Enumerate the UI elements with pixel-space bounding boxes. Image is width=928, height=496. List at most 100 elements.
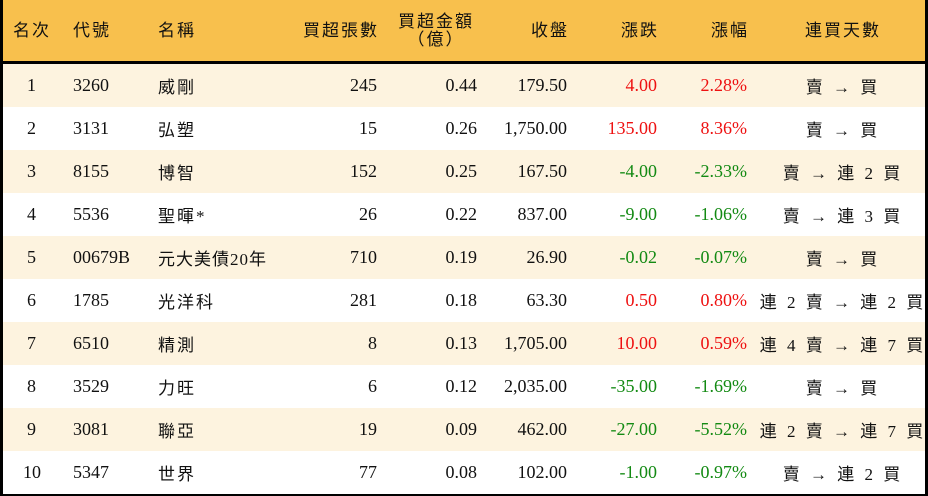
cell-streak: 連 4 賣 → 連 7 買 [759,336,927,355]
table-body: 1 3260 威剛 245 0.44 179.50 4.00 2.28% 賣 →… [3,64,925,494]
cell-streak: 賣 → 買 [805,379,881,398]
cell-amount: 0.12 [445,376,478,396]
table-row: 4 5536 聖暉* 26 0.22 837.00 -9.00 -1.06% 賣… [3,193,925,236]
cell-change-pct: -2.33% [694,161,748,181]
table-row: 5 00679B 元大美債20年 710 0.19 26.90 -0.02 -0… [3,236,925,279]
cell-name: 博智 [158,164,196,183]
cell-change-pct: -1.69% [694,376,748,396]
cell-change: -1.00 [619,462,658,482]
cell-name: 光洋科 [158,293,215,312]
header-net-buy-lots: 買超張數 [303,20,379,40]
cell-close: 179.50 [517,75,568,95]
cell-lots: 19 [359,419,377,439]
cell-rank: 7 [27,333,36,353]
cell-rank: 5 [27,247,36,267]
table-row: 3 8155 博智 152 0.25 167.50 -4.00 -2.33% 賣… [3,150,925,193]
table-row: 9 3081 聯亞 19 0.09 462.00 -27.00 -5.52% 連… [3,408,925,451]
cell-change: 135.00 [607,118,658,138]
cell-amount: 0.13 [445,333,478,353]
cell-streak: 賣 → 連 2 買 [782,465,904,484]
cell-close: 1,705.00 [504,333,567,353]
cell-name: 元大美債20年 [158,250,267,269]
cell-amount: 0.19 [445,247,478,267]
cell-streak: 連 2 賣 → 連 7 買 [759,422,927,441]
table-row: 7 6510 精測 8 0.13 1,705.00 10.00 0.59% 連 … [3,322,925,365]
cell-code: 3131 [73,118,109,138]
cell-name: 精測 [158,336,196,355]
cell-lots: 152 [350,161,377,181]
cell-change-pct: -1.06% [694,204,748,224]
cell-close: 1,750.00 [504,118,567,138]
cell-code: 5347 [73,462,109,482]
stock-ranking-table: 名次 代號 名稱 買超張數 買超金額 （億） 收盤 漲跌 漲幅 連買天數 1 3… [3,0,925,494]
cell-close: 26.90 [526,247,568,267]
cell-change-pct: 8.36% [700,118,748,138]
cell-close: 837.00 [517,204,568,224]
cell-name: 聖暉* [158,207,207,226]
cell-close: 102.00 [517,462,568,482]
cell-close: 462.00 [517,419,568,439]
cell-amount: 0.08 [445,462,478,482]
table-row: 8 3529 力旺 6 0.12 2,035.00 -35.00 -1.69% … [3,365,925,408]
cell-change-pct: 0.59% [700,333,748,353]
cell-streak: 賣 → 買 [805,78,881,97]
cell-amount: 0.25 [445,161,478,181]
cell-rank: 8 [27,376,36,396]
header-name: 名稱 [158,20,196,40]
header-close: 收盤 [531,20,569,40]
cell-lots: 245 [350,75,377,95]
cell-close: 2,035.00 [504,376,567,396]
cell-change-pct: 2.28% [700,75,748,95]
cell-change: -0.02 [619,247,658,267]
cell-amount: 0.44 [445,75,478,95]
cell-change-pct: 0.80% [700,290,748,310]
cell-code: 8155 [73,161,109,181]
header-streak: 連買天數 [805,20,881,40]
cell-streak: 賣 → 連 2 買 [782,164,904,183]
cell-lots: 15 [359,118,377,138]
cell-name: 力旺 [158,379,196,398]
cell-name: 世界 [158,465,196,484]
cell-streak: 連 2 賣 → 連 2 買 [759,293,927,312]
cell-code: 1785 [73,290,109,310]
cell-streak: 賣 → 連 3 買 [782,207,904,226]
header-net-buy-amount-line2: （億） [407,29,465,49]
cell-code: 6510 [73,333,109,353]
cell-change: -27.00 [610,419,658,439]
cell-rank: 1 [27,75,36,95]
header-change-pct: 漲幅 [711,20,749,40]
cell-amount: 0.18 [445,290,478,310]
cell-change: 4.00 [625,75,658,95]
cell-lots: 710 [350,247,377,267]
cell-lots: 8 [368,333,377,353]
header-net-buy-amount-line1: 買超金額 [398,11,474,31]
cell-change: -35.00 [610,376,658,396]
cell-rank: 6 [27,290,36,310]
cell-name: 弘塑 [158,121,196,140]
table-row: 2 3131 弘塑 15 0.26 1,750.00 135.00 8.36% … [3,107,925,150]
table-row: 6 1785 光洋科 281 0.18 63.30 0.50 0.80% 連 2… [3,279,925,322]
header-code: 代號 [73,20,111,40]
cell-code: 00679B [73,247,131,267]
cell-code: 3529 [73,376,109,396]
cell-change: -4.00 [619,161,658,181]
cell-change: 0.50 [625,290,658,310]
cell-close: 63.30 [526,290,568,310]
cell-amount: 0.22 [445,204,478,224]
header-change: 漲跌 [621,20,659,40]
cell-rank: 10 [23,462,41,482]
table-row: 10 5347 世界 77 0.08 102.00 -1.00 -0.97% 賣… [3,451,925,494]
cell-lots: 6 [368,376,377,396]
header-rank: 名次 [13,20,51,40]
cell-code: 3260 [73,75,109,95]
table-header: 名次 代號 名稱 買超張數 買超金額 （億） 收盤 漲跌 漲幅 連買天數 [3,0,925,64]
cell-change: -9.00 [619,204,658,224]
cell-lots: 77 [359,462,377,482]
cell-name: 威剛 [158,78,196,97]
cell-rank: 4 [27,204,36,224]
cell-code: 5536 [73,204,109,224]
cell-close: 167.50 [517,161,568,181]
cell-lots: 26 [359,204,377,224]
cell-streak: 賣 → 買 [805,250,881,269]
cell-streak: 賣 → 買 [805,121,881,140]
